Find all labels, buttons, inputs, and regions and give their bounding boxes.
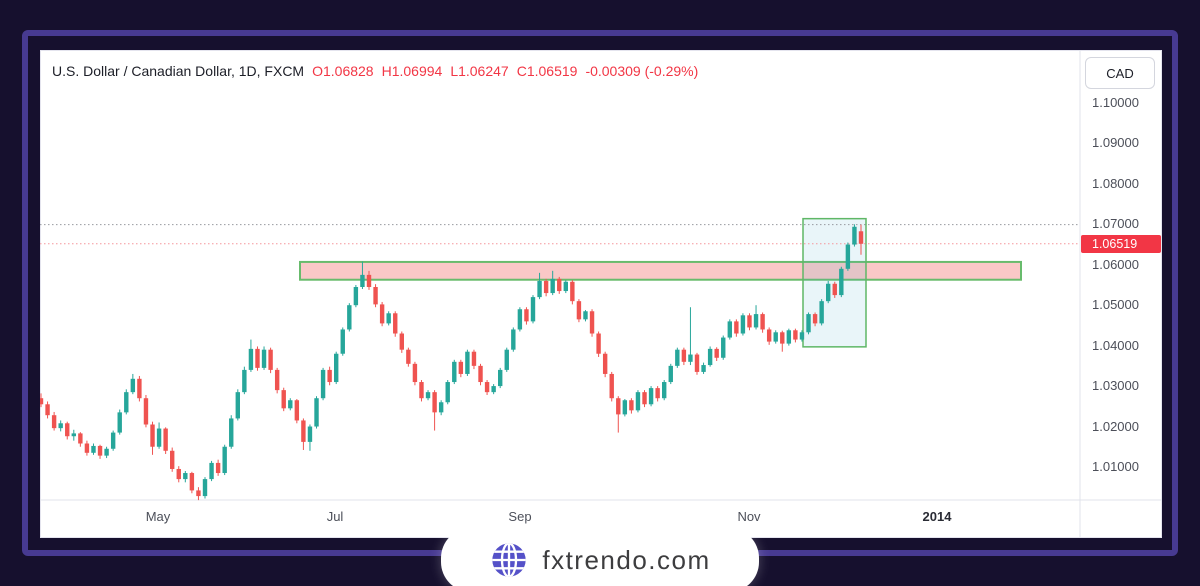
low-value: L1.06247 — [450, 63, 509, 79]
price-axis-label: 1.07000 — [1092, 216, 1139, 232]
watermark-text: fxtrendo.com — [542, 544, 711, 575]
fxtrendo-watermark: fxtrendo.com — [441, 528, 759, 586]
currency-button[interactable]: CAD — [1085, 57, 1155, 89]
price-axis-label: 1.05000 — [1092, 297, 1139, 313]
price-axis-label: 1.08000 — [1092, 175, 1139, 191]
close-value: C1.06519 — [516, 63, 578, 79]
globe-icon — [492, 543, 527, 577]
price-axis-label: 1.01000 — [1092, 458, 1139, 474]
high-value: H1.06994 — [381, 63, 443, 79]
price-axis-label: 1.02000 — [1092, 418, 1139, 434]
change-value: -0.00309 (-0.29%) — [585, 63, 699, 79]
chart-header: U.S. Dollar / Canadian Dollar, 1D, FXCM … — [52, 63, 698, 80]
resistance-zone[interactable] — [299, 260, 1022, 281]
price-chart[interactable] — [40, 50, 1162, 538]
time-axis-label: Nov — [737, 509, 761, 524]
time-axis-label: Sep — [508, 509, 532, 524]
price-axis-label: 1.04000 — [1092, 337, 1139, 353]
price-axis-label: 1.10000 — [1092, 95, 1139, 110]
candlestick-series — [40, 224, 864, 501]
price-axis-label: 1.09000 — [1092, 135, 1139, 151]
time-axis-label: 2014 — [922, 509, 952, 524]
time-axis-label: Jul — [326, 509, 344, 524]
price-axis-label: 1.06000 — [1092, 256, 1139, 272]
open-value: O1.06828 — [312, 63, 374, 79]
current-price-badge: 1.06519 — [1081, 234, 1161, 253]
price-axis-label: 1.03000 — [1092, 378, 1139, 394]
symbol-title: U.S. Dollar / Canadian Dollar, 1D, FXCM — [52, 63, 305, 79]
time-axis-label: May — [145, 509, 171, 524]
